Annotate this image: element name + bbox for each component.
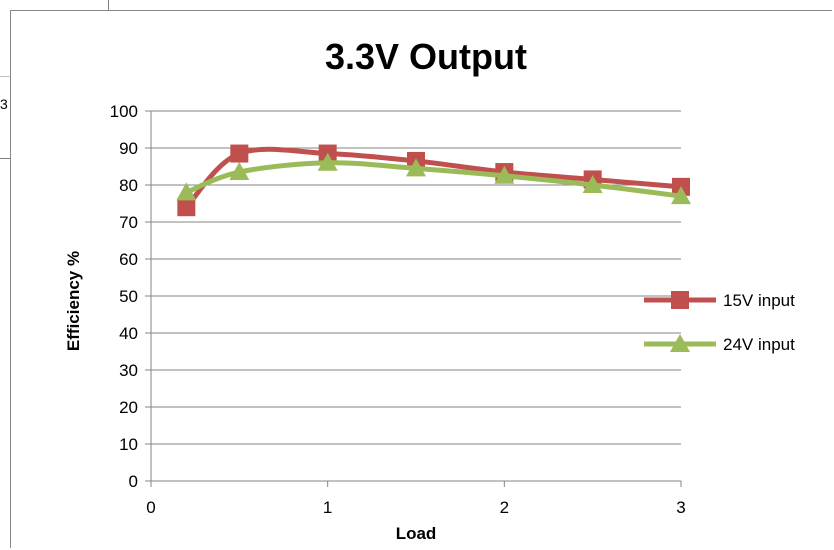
data-point-24v-input (406, 158, 426, 177)
x-tick-label: 3 (676, 498, 685, 517)
axes (145, 110, 682, 487)
legend-label-24v-input: 24V input (723, 335, 795, 354)
legend-marker-15v-input (671, 291, 689, 309)
x-tick-label: 0 (146, 498, 155, 517)
x-tick-labels: 0 1 2 3 (146, 498, 685, 517)
background-divider (0, 76, 12, 77)
series-line-15v-input (183, 146, 684, 210)
grid-lines (151, 110, 681, 445)
chart-svg: 0 10 20 30 40 50 60 70 80 90 100 0 1 2 3 15V input 24V… (64, 36, 795, 543)
data-point-15v-input (177, 198, 196, 217)
data-point-24v-input (494, 165, 515, 184)
data-point-15v-input (230, 144, 249, 163)
y-tick-label: 80 (119, 176, 138, 195)
background-cell-text: 3 (0, 96, 8, 112)
y-tick-label: 100 (110, 102, 138, 121)
y-tick-label: 50 (119, 287, 138, 306)
legend: 15V input 24V input (644, 291, 795, 354)
y-tick-label: 70 (119, 213, 138, 232)
x-tick-label: 2 (500, 498, 509, 517)
y-tick-label: 20 (119, 398, 138, 417)
legend-label-15v-input: 15V input (723, 291, 795, 310)
legend-marker-24v-input (670, 334, 690, 352)
y-tick-label: 40 (119, 324, 138, 343)
y-tick-label: 60 (119, 250, 138, 269)
data-point-24v-input (229, 162, 250, 181)
data-point-24v-input (671, 186, 691, 205)
chart-title: 3.3V Output (325, 36, 527, 77)
series-group (176, 144, 691, 217)
y-axis-title: Efficiency % (64, 251, 83, 351)
y-tick-label: 90 (119, 139, 138, 158)
y-tick-label: 10 (119, 435, 138, 454)
chart-area[interactable]: 0 10 20 30 40 50 60 70 80 90 100 0 1 2 3 15V input 24V… (10, 10, 832, 548)
x-axis-title: Load (396, 524, 437, 543)
background-divider (108, 0, 109, 12)
data-point-24v-input (582, 175, 603, 193)
y-tick-label: 0 (129, 472, 138, 491)
data-point-24v-input (176, 182, 197, 201)
background-divider (0, 158, 12, 159)
data-point-24v-input (317, 152, 338, 171)
y-tick-labels: 0 10 20 30 40 50 60 70 80 90 100 (110, 102, 138, 491)
y-tick-label: 30 (119, 361, 138, 380)
x-tick-label: 1 (323, 498, 332, 517)
